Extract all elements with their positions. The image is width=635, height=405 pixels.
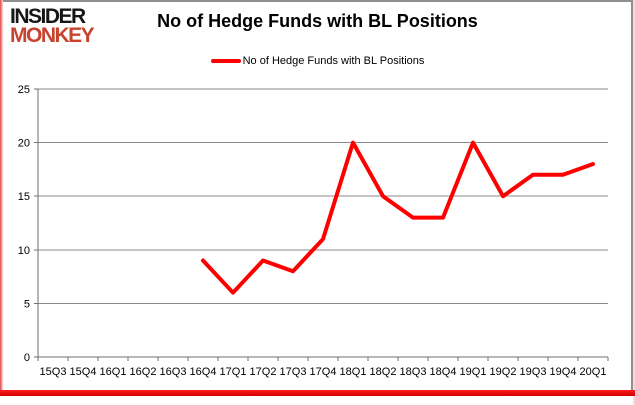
x-axis-label: 20Q1 xyxy=(580,366,607,378)
chart-title: No of Hedge Funds with BL Positions xyxy=(157,11,478,31)
x-axis-label: 16Q1 xyxy=(100,366,127,378)
frame-bottom-red-bar xyxy=(0,390,635,396)
x-axis-label: 17Q4 xyxy=(310,366,337,378)
x-axis-label: 15Q4 xyxy=(70,366,97,378)
y-axis-label: 0 xyxy=(24,352,30,364)
x-axis-label: 18Q3 xyxy=(400,366,427,378)
frame-left-edge xyxy=(0,0,3,395)
frame-right-glow xyxy=(633,0,635,405)
legend-line-marker xyxy=(210,59,241,63)
y-axis-label: 10 xyxy=(18,245,30,257)
x-axis-label: 17Q1 xyxy=(220,366,247,378)
x-axis-label: 19Q2 xyxy=(490,366,517,378)
x-axis-label: 16Q3 xyxy=(160,366,187,378)
y-axis-label: 15 xyxy=(18,191,30,203)
x-axis-label: 16Q2 xyxy=(130,366,157,378)
logo-text-insider: INSIDER xyxy=(10,4,86,29)
x-axis-label: 18Q1 xyxy=(340,366,367,378)
x-axis-label: 16Q4 xyxy=(190,366,217,378)
x-axis-label: 18Q2 xyxy=(370,366,397,378)
frame-top-edge xyxy=(3,0,631,2)
y-axis-label: 20 xyxy=(18,138,30,150)
insider-monkey-logo: INSIDER MONKEY xyxy=(10,4,95,47)
x-axis-label: 15Q3 xyxy=(40,366,67,378)
x-axis-label: 18Q4 xyxy=(430,366,457,378)
x-axis-label: 17Q2 xyxy=(250,366,277,378)
x-axis-label: 19Q3 xyxy=(520,366,547,378)
series-line xyxy=(201,140,595,295)
y-axis-label: 5 xyxy=(24,298,30,310)
y-axis-label: 25 xyxy=(18,84,30,96)
chart-legend: No of Hedge Funds with BL Positions xyxy=(0,55,635,67)
legend-label: No of Hedge Funds with BL Positions xyxy=(242,55,425,67)
frame-right-edge xyxy=(631,0,633,395)
x-axis-label: 19Q4 xyxy=(550,366,577,378)
x-axis-label: 17Q3 xyxy=(280,366,307,378)
logo-text-monkey: MONKEY xyxy=(10,24,95,47)
x-axis-label: 19Q1 xyxy=(460,366,487,378)
